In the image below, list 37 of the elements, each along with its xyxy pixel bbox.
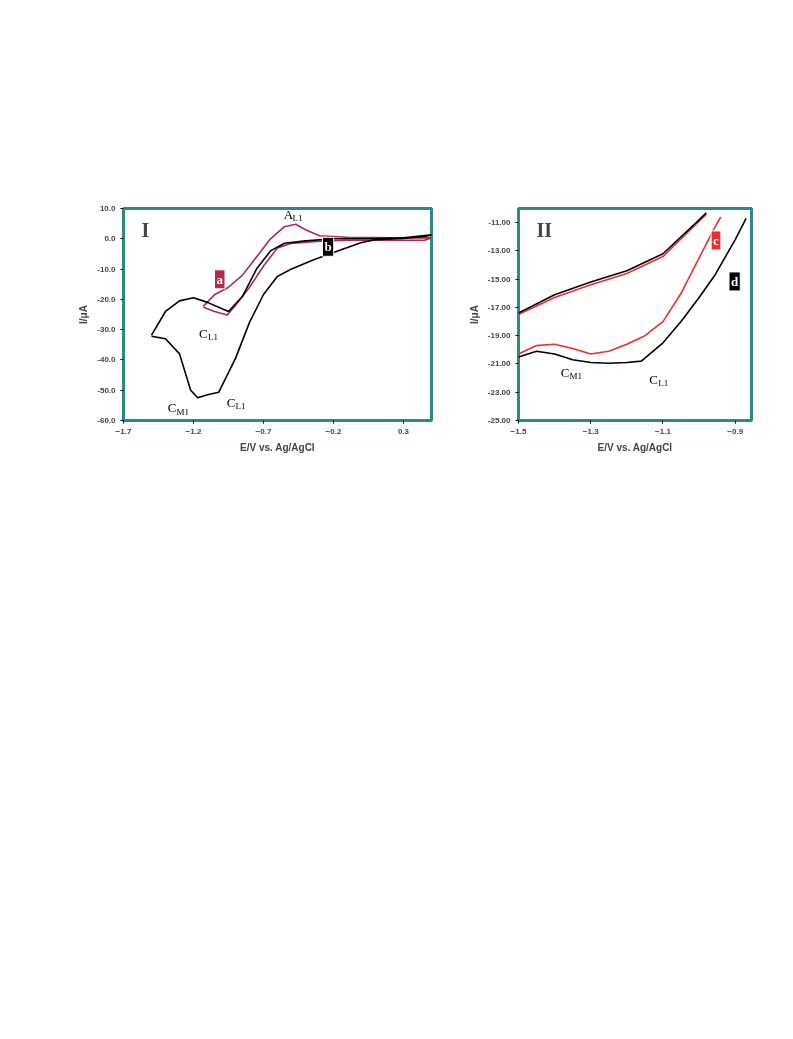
y-tick-label: -23.00 [487,387,512,397]
y-tick-label: -50.0 [97,385,117,395]
y-tick-label: 0.0 [104,234,117,244]
y-tick-label: -60.0 [97,416,117,425]
y-tick-label: -15.00 [487,274,512,284]
x-tick-label: −0.7 [255,426,272,436]
line-series [202,223,432,316]
y-tick-label: -20.0 [97,294,117,304]
y-tick-label: 10.0 [99,204,117,213]
y-axis-title: I/μA [468,305,480,324]
text: I [141,218,150,241]
series-label: b [324,239,332,255]
series-label: a [216,271,224,287]
x-axis-title: E/V vs. Ag/AgCl [239,441,315,453]
x-tick-label: −0.2 [325,426,342,436]
text: II [536,218,553,241]
y-tick-label: -40.0 [97,355,117,365]
y-tick-label: -30.0 [97,325,117,335]
x-tick-label: −1.3 [582,426,600,436]
y-tick-label: -11.00 [488,218,512,228]
y-axis-title: I/μA [78,305,90,324]
line-series [150,234,432,399]
x-tick-label: −1.5 [510,426,527,436]
y-tick-label: -13.00 [487,246,512,256]
y-tick-label: -19.00 [487,331,512,341]
series-label: c [713,232,720,248]
series-label: d [731,273,740,289]
y-tick-label: -21.00 [487,359,512,369]
x-tick-label: −1.7 [115,426,132,436]
x-tick-label: −1.2 [185,426,202,436]
x-axis-title: E/V vs. Ag/AgCl [597,441,673,453]
x-tick-label: −1.1 [655,426,672,436]
x-tick-label: −0.9 [727,426,744,436]
y-tick-label: -10.0 [97,264,117,274]
y-tick-label: -17.00 [487,302,512,312]
x-tick-label: 0.3 [397,426,410,436]
y-tick-label: -25.00 [487,416,512,425]
